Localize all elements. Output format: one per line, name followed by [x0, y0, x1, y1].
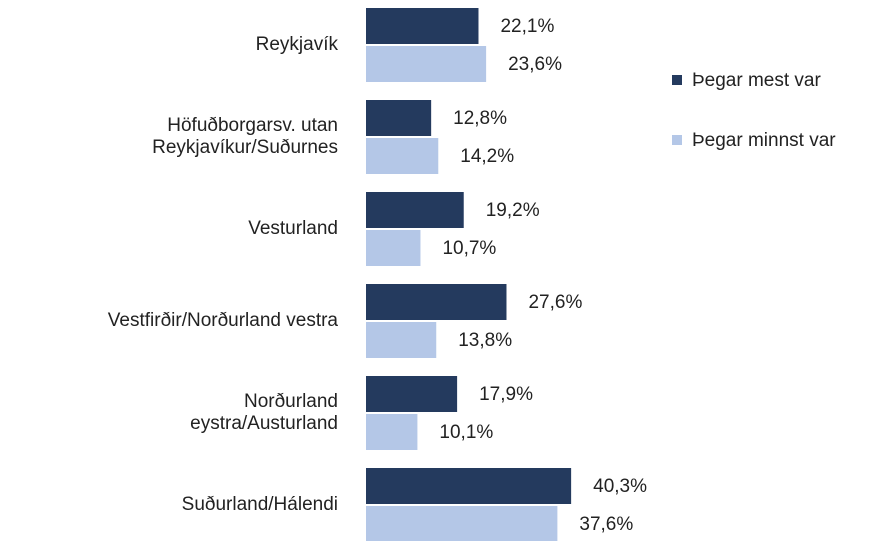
value-label: 12,8% — [453, 108, 507, 129]
value-label: 10,7% — [442, 238, 496, 259]
category-label: Norðurland — [244, 391, 338, 412]
legend-swatch — [672, 75, 682, 85]
bar — [366, 414, 418, 450]
bar — [366, 322, 437, 358]
category-label: eystra/Austurland — [190, 413, 338, 434]
category-label: Suðurland/Hálendi — [182, 494, 338, 515]
bar — [366, 468, 572, 504]
value-label: 10,1% — [439, 422, 493, 443]
value-label: 14,2% — [460, 146, 514, 167]
legend-swatch — [672, 135, 682, 145]
category-label: Vestfirðir/Norðurland vestra — [108, 310, 339, 331]
bar — [366, 506, 558, 541]
value-label: 22,1% — [500, 16, 554, 37]
category-label: Reykjavík — [256, 34, 339, 55]
value-label: 40,3% — [593, 476, 647, 497]
legend-label: Þegar minnst var — [692, 130, 836, 151]
bar — [366, 376, 458, 412]
value-label: 23,6% — [508, 54, 562, 75]
value-label: 19,2% — [486, 200, 540, 221]
category-label: Reykjavíkur/Suðurnes — [152, 137, 338, 158]
bar — [366, 284, 507, 320]
bar — [366, 100, 432, 136]
category-label: Höfuðborgarsv. utan — [167, 115, 338, 136]
bar — [366, 230, 421, 266]
bar — [366, 138, 439, 174]
category-label: Vesturland — [248, 218, 338, 239]
bar — [366, 192, 464, 228]
value-label: 27,6% — [528, 292, 582, 313]
value-label: 13,8% — [458, 330, 512, 351]
bar — [366, 8, 479, 44]
value-label: 37,6% — [579, 514, 633, 535]
value-label: 17,9% — [479, 384, 533, 405]
bar — [366, 46, 487, 82]
legend-label: Þegar mest var — [692, 70, 821, 91]
